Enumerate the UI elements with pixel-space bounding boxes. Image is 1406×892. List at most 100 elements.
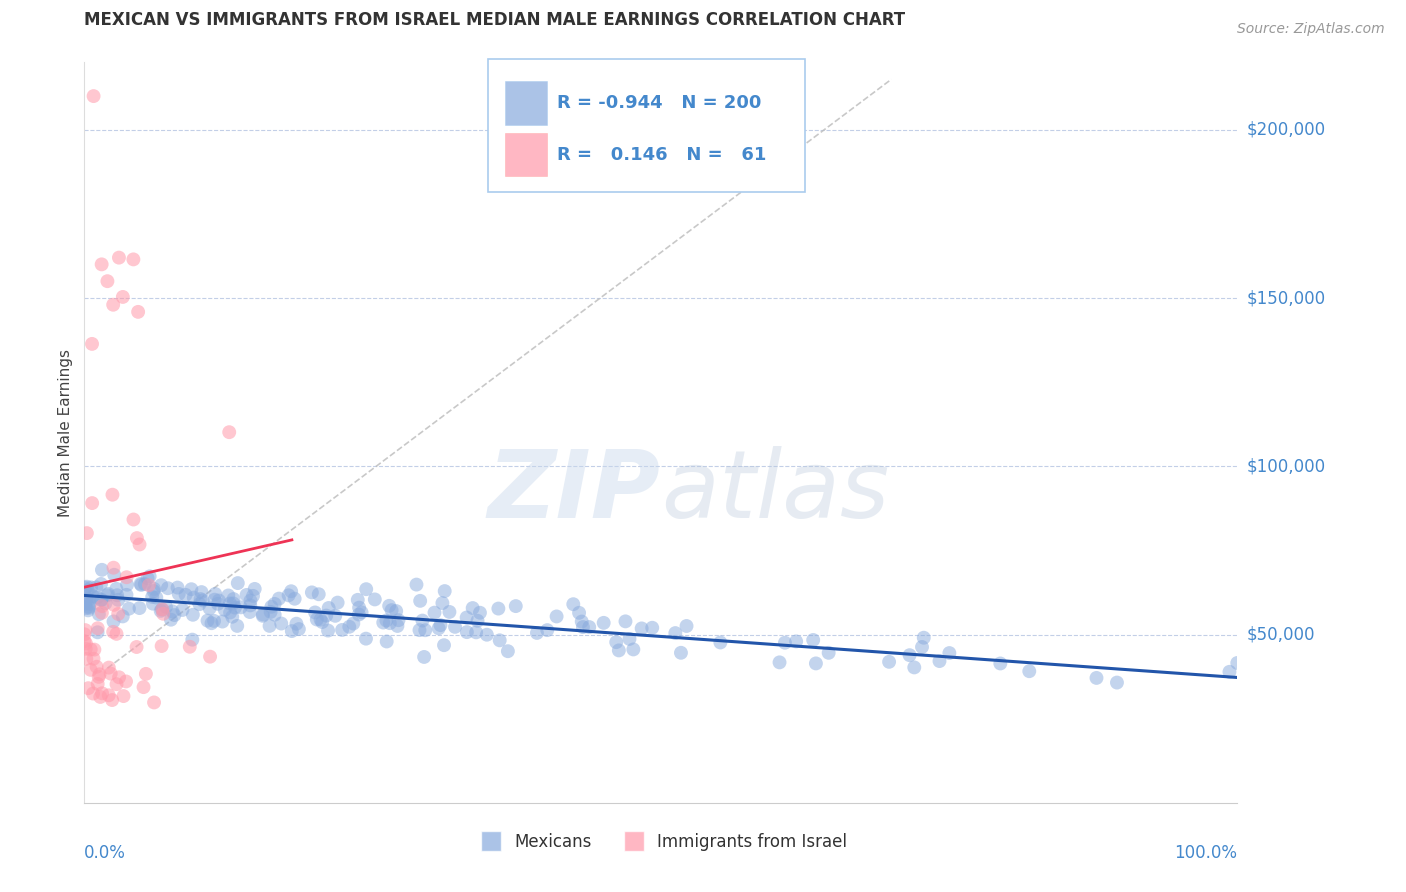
Point [423,606,446,620]
Point [128,537,150,551]
FancyBboxPatch shape [505,133,547,177]
Point [103,615,125,629]
Point [411,614,433,628]
Point [105,677,128,691]
Point [467,614,489,628]
Point [912,631,935,645]
Point [433,584,456,599]
Point [347,607,370,622]
Point [83,642,105,657]
Point [461,601,484,615]
Point [86,625,108,640]
Point [180,582,202,597]
Point [86,591,108,605]
Point [375,634,398,648]
Point [219,597,242,611]
Point [75,636,97,650]
Point [373,615,395,630]
Point [208,593,231,607]
Point [87,670,110,684]
Point [143,695,166,709]
Point [337,620,360,634]
Point [413,650,436,665]
Point [122,512,145,526]
Point [83,651,105,665]
Point [86,659,108,673]
Point [621,642,644,657]
Text: Source: ZipAtlas.com: Source: ZipAtlas.com [1237,22,1385,37]
Point [354,582,377,597]
Point [76,583,98,598]
Point [785,634,807,648]
Point [664,626,686,640]
Point [89,667,111,681]
Point [433,638,456,652]
Point [97,660,120,674]
Text: 0.0%: 0.0% [84,844,127,862]
Point [568,606,591,620]
Point [77,681,100,696]
Point [308,587,330,601]
Point [167,587,190,601]
Point [111,290,134,304]
Point [115,578,138,592]
Point [105,588,128,602]
Point [429,618,451,632]
Point [468,606,491,620]
Point [675,619,697,633]
Point [90,606,112,620]
Point [79,663,101,677]
Text: atlas: atlas [661,446,889,537]
Point [134,577,156,591]
Point [166,581,188,595]
Point [709,635,731,649]
Point [122,252,145,267]
Point [562,597,585,611]
Point [91,599,114,614]
Point [323,608,346,623]
Point [641,621,664,635]
Point [135,666,157,681]
Point [162,604,184,618]
Point [204,592,226,607]
Point [444,620,467,634]
Point [155,599,177,614]
Point [280,584,302,599]
Point [432,596,454,610]
Point [311,615,333,629]
Point [132,680,155,694]
Point [82,496,104,510]
Point [105,627,128,641]
Point [103,624,125,639]
Point [387,619,409,633]
Point [197,614,219,628]
Point [239,593,262,607]
Point [115,570,138,584]
Point [578,620,600,634]
Point [73,587,96,601]
Point [89,690,111,704]
Point [80,581,103,595]
Point [129,578,152,592]
Point [605,635,627,649]
Point [222,592,245,607]
Point [801,632,824,647]
Point [115,674,138,689]
Point [316,624,339,638]
Point [77,603,100,617]
Point [96,588,118,602]
Point [82,687,104,701]
Point [188,597,211,611]
Point [75,597,97,611]
Point [342,616,364,631]
Point [364,592,387,607]
Point [76,580,98,594]
Point [488,633,510,648]
Y-axis label: Median Male Earnings: Median Male Earnings [58,349,73,516]
Point [486,601,509,615]
Point [475,628,498,642]
Point [378,599,401,613]
Point [150,602,173,616]
Point [152,607,174,621]
Point [350,606,373,620]
